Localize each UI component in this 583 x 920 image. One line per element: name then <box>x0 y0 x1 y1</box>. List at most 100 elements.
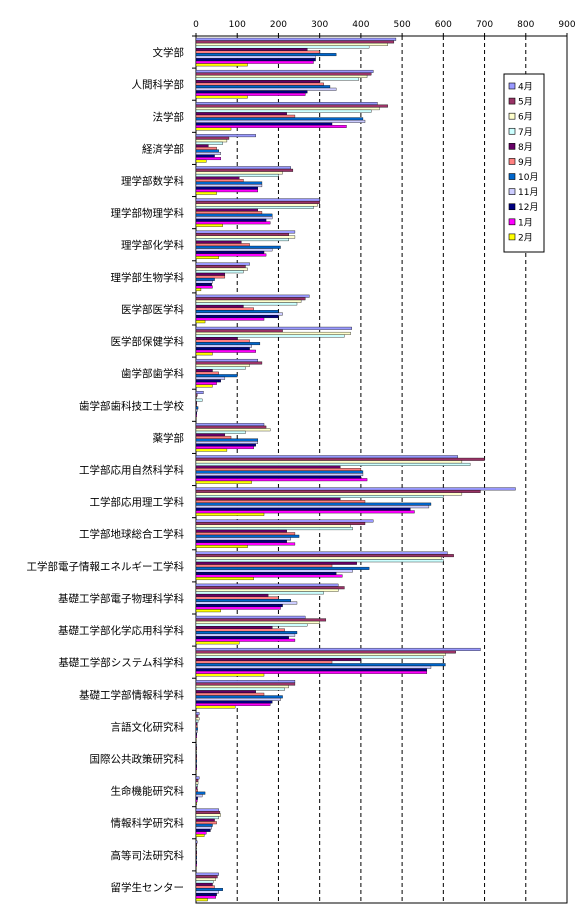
bar <box>195 384 213 388</box>
bar <box>195 786 198 790</box>
bar <box>195 117 364 121</box>
bar <box>195 272 226 276</box>
bar <box>195 173 279 177</box>
bar <box>195 636 289 640</box>
bar <box>195 379 221 383</box>
bar <box>195 700 273 704</box>
bar <box>195 69 374 73</box>
category-label: 留学生センター <box>111 881 185 894</box>
bar <box>195 561 357 565</box>
bar <box>195 801 197 805</box>
bar <box>195 139 228 143</box>
bar <box>195 599 291 602</box>
x-tick-label: 100 <box>229 20 246 30</box>
bar <box>195 507 411 511</box>
bar <box>195 828 211 832</box>
category-label: 人間科学部 <box>132 78 185 91</box>
bar <box>195 85 331 89</box>
bar <box>195 304 244 308</box>
bar <box>195 414 197 417</box>
category-label: 理学部化学科 <box>121 239 184 252</box>
x-axis-ticks: 0 100 200 300 400 500 600 700 800 900 <box>193 20 576 36</box>
bar <box>195 764 197 768</box>
bar <box>195 850 197 854</box>
bar <box>195 882 213 886</box>
bar <box>195 166 291 170</box>
bar <box>195 127 232 131</box>
bar <box>195 831 207 835</box>
bar <box>195 593 269 597</box>
bar <box>195 230 296 234</box>
bar <box>195 53 337 57</box>
bar <box>195 157 221 161</box>
bar <box>195 55 316 59</box>
bar <box>195 606 281 610</box>
bar <box>195 893 217 897</box>
bar <box>195 697 281 701</box>
bar <box>195 256 219 259</box>
legend: 4月 5月 6月 7月 8月 9月 10月 11月 12月 1月 2月 <box>503 73 545 253</box>
bar <box>195 813 221 817</box>
bar <box>195 441 259 444</box>
bar <box>195 586 345 590</box>
bar <box>195 428 271 432</box>
bar <box>195 532 296 536</box>
bar <box>195 104 388 108</box>
bar <box>195 529 287 533</box>
bar <box>195 253 267 257</box>
bar <box>195 749 197 753</box>
bar <box>195 82 324 86</box>
bar <box>195 90 308 94</box>
bar <box>195 152 221 155</box>
bar <box>195 712 200 716</box>
bar <box>195 524 351 528</box>
bar <box>195 776 200 780</box>
bar <box>195 144 209 148</box>
bar <box>195 240 242 244</box>
legend-label: 6月 <box>518 112 533 123</box>
bar <box>195 845 197 849</box>
bar <box>195 823 213 827</box>
bar <box>195 569 353 573</box>
x-tick-label: 300 <box>311 20 328 30</box>
bar <box>195 522 366 525</box>
category-label: 歯学部歯科技工士学校 <box>79 399 184 412</box>
category-label: 文学部 <box>153 46 185 59</box>
bar <box>195 875 218 879</box>
legend-label: 1月 <box>518 217 533 228</box>
bar <box>195 695 283 699</box>
bar <box>195 112 287 116</box>
bar <box>195 834 205 837</box>
bar <box>195 781 199 785</box>
bar <box>195 331 351 335</box>
legend-label: 2月 <box>518 232 533 243</box>
bar <box>195 92 306 96</box>
bar <box>195 791 206 795</box>
bar <box>195 470 364 474</box>
x-tick-label: 700 <box>476 20 493 30</box>
bar <box>195 312 283 316</box>
bar <box>195 890 219 894</box>
category-label: 法学部 <box>153 110 185 123</box>
legend-swatch <box>508 158 516 165</box>
bar <box>195 119 366 123</box>
bar <box>195 492 463 496</box>
bar <box>195 818 215 822</box>
bar <box>195 63 248 67</box>
bar <box>195 186 259 190</box>
bar <box>195 366 246 370</box>
bar <box>195 551 448 555</box>
bar <box>195 898 208 902</box>
bar <box>195 40 395 44</box>
bar <box>195 406 199 410</box>
bar <box>195 337 238 340</box>
bar <box>195 789 198 793</box>
bar <box>195 159 207 163</box>
bar <box>195 80 320 84</box>
bar <box>195 497 341 501</box>
bar <box>195 744 197 748</box>
bar <box>195 326 352 330</box>
bar <box>195 408 198 412</box>
bar <box>195 107 380 111</box>
